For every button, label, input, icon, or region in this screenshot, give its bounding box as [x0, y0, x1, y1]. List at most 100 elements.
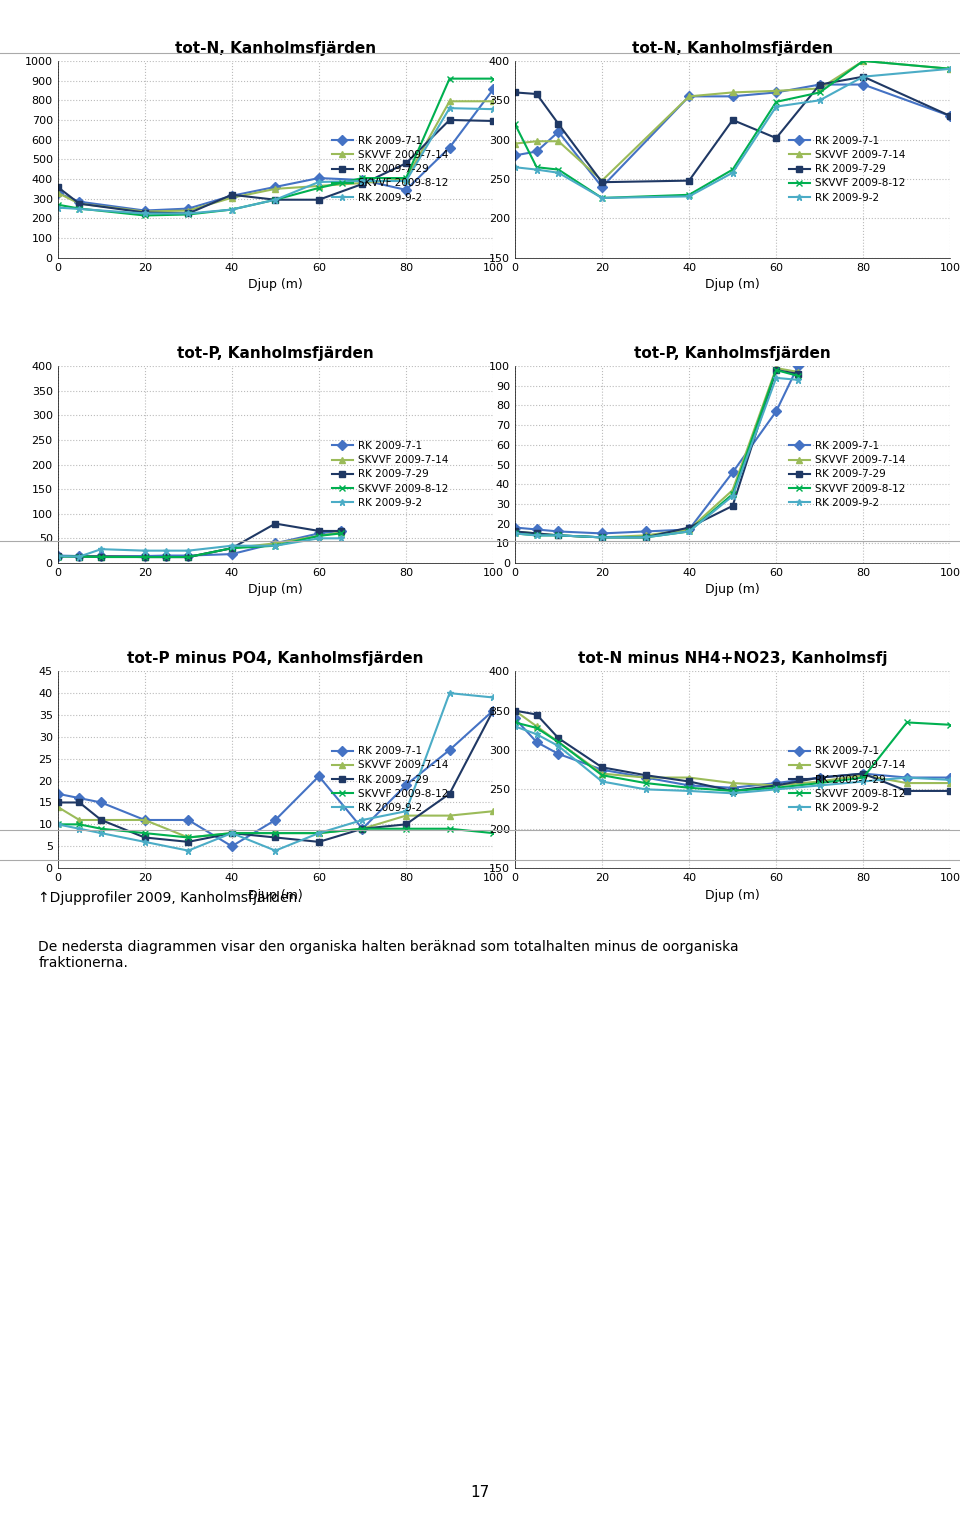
RK 2009-7-1 — [771, 774, 782, 792]
SKVVF 2009-8-12 — [139, 206, 151, 224]
Line: SKVVF 2009-7-14: SKVVF 2009-7-14 — [54, 804, 496, 841]
RK 2009-7-29 — [857, 765, 869, 783]
SKVVF 2009-7-14 — [531, 717, 542, 736]
SKVVF 2009-8-12 — [792, 367, 804, 385]
SKVVF 2009-8-12 — [684, 522, 695, 541]
Line: RK 2009-9-2: RK 2009-9-2 — [54, 105, 496, 216]
SKVVF 2009-7-14 — [771, 82, 782, 101]
Text: 17: 17 — [470, 1485, 490, 1500]
RK 2009-7-29 — [553, 527, 564, 545]
Title: tot-N, Kanholmsfjärden: tot-N, Kanholmsfjärden — [175, 41, 376, 55]
RK 2009-9-2 — [531, 160, 542, 178]
SKVVF 2009-7-14 — [270, 535, 281, 553]
RK 2009-7-1 — [771, 84, 782, 102]
RK 2009-7-29 — [553, 730, 564, 748]
SKVVF 2009-7-14 — [52, 547, 63, 565]
SKVVF 2009-7-14 — [488, 93, 499, 111]
RK 2009-9-2 — [771, 369, 782, 387]
SKVVF 2009-8-12 — [52, 815, 63, 833]
SKVVF 2009-7-14 — [139, 203, 151, 221]
RK 2009-7-1 — [553, 522, 564, 541]
RK 2009-7-1 — [857, 76, 869, 94]
RK 2009-9-2 — [313, 528, 324, 547]
RK 2009-9-2 — [639, 780, 651, 798]
RK 2009-7-1 — [52, 784, 63, 803]
SKVVF 2009-7-14 — [226, 539, 237, 557]
RK 2009-7-29 — [226, 539, 237, 557]
RK 2009-7-1 — [182, 810, 194, 829]
RK 2009-9-2 — [52, 547, 63, 565]
RK 2009-7-29 — [182, 548, 194, 567]
SKVVF 2009-8-12 — [400, 819, 412, 838]
SKVVF 2009-7-14 — [182, 548, 194, 567]
RK 2009-7-1 — [357, 171, 369, 189]
Legend: RK 2009-7-1, SKVVF 2009-7-14, RK 2009-7-29, SKVVF 2009-8-12, RK 2009-9-2: RK 2009-7-1, SKVVF 2009-7-14, RK 2009-7-… — [327, 131, 452, 207]
RK 2009-7-1 — [792, 356, 804, 375]
RK 2009-7-29 — [313, 833, 324, 851]
SKVVF 2009-8-12 — [182, 548, 194, 567]
RK 2009-7-29 — [596, 528, 608, 547]
SKVVF 2009-7-14 — [182, 201, 194, 219]
RK 2009-7-1 — [639, 769, 651, 787]
SKVVF 2009-8-12 — [182, 829, 194, 847]
RK 2009-7-1 — [74, 789, 85, 807]
RK 2009-7-29 — [444, 111, 455, 129]
SKVVF 2009-7-14 — [509, 134, 520, 152]
SKVVF 2009-8-12 — [313, 824, 324, 842]
RK 2009-9-2 — [531, 725, 542, 743]
SKVVF 2009-7-14 — [814, 79, 826, 97]
SKVVF 2009-8-12 — [95, 819, 107, 838]
SKVVF 2009-7-14 — [814, 772, 826, 790]
RK 2009-7-1 — [901, 769, 913, 787]
SKVVF 2009-7-14 — [684, 87, 695, 105]
RK 2009-9-2 — [182, 542, 194, 560]
Line: SKVVF 2009-8-12: SKVVF 2009-8-12 — [54, 530, 344, 560]
RK 2009-7-29 — [270, 190, 281, 209]
Line: RK 2009-7-1: RK 2009-7-1 — [512, 81, 954, 190]
RK 2009-7-29 — [182, 204, 194, 222]
RK 2009-7-1 — [509, 518, 520, 536]
SKVVF 2009-8-12 — [639, 774, 651, 792]
SKVVF 2009-8-12 — [596, 766, 608, 784]
RK 2009-7-29 — [509, 522, 520, 541]
RK 2009-9-2 — [313, 174, 324, 192]
RK 2009-7-1 — [52, 547, 63, 565]
RK 2009-7-1 — [814, 76, 826, 94]
RK 2009-9-2 — [270, 842, 281, 860]
Title: tot-N, Kanholmsfjärden: tot-N, Kanholmsfjärden — [632, 41, 833, 55]
SKVVF 2009-8-12 — [531, 527, 542, 545]
SKVVF 2009-8-12 — [727, 781, 738, 800]
Line: SKVVF 2009-8-12: SKVVF 2009-8-12 — [512, 367, 802, 541]
RK 2009-7-29 — [771, 777, 782, 795]
SKVVF 2009-8-12 — [509, 524, 520, 542]
RK 2009-7-1 — [160, 547, 172, 565]
SKVVF 2009-7-14 — [313, 824, 324, 842]
Line: SKVVF 2009-7-14: SKVVF 2009-7-14 — [54, 97, 496, 215]
RK 2009-9-2 — [74, 547, 85, 565]
RK 2009-7-1 — [684, 87, 695, 105]
Line: SKVVF 2009-7-14: SKVVF 2009-7-14 — [512, 364, 802, 541]
Line: RK 2009-7-1: RK 2009-7-1 — [512, 362, 802, 538]
Legend: RK 2009-7-1, SKVVF 2009-7-14, RK 2009-7-29, SKVVF 2009-8-12, RK 2009-9-2: RK 2009-7-1, SKVVF 2009-7-14, RK 2009-7-… — [327, 437, 452, 512]
SKVVF 2009-8-12 — [509, 114, 520, 133]
SKVVF 2009-8-12 — [444, 70, 455, 88]
RK 2009-9-2 — [792, 370, 804, 388]
RK 2009-7-1 — [509, 710, 520, 728]
SKVVF 2009-8-12 — [270, 824, 281, 842]
RK 2009-7-29 — [444, 784, 455, 803]
SKVVF 2009-8-12 — [814, 84, 826, 102]
Line: RK 2009-7-1: RK 2009-7-1 — [54, 85, 496, 215]
RK 2009-7-29 — [400, 815, 412, 833]
RK 2009-7-1 — [553, 123, 564, 142]
SKVVF 2009-7-14 — [945, 59, 956, 78]
X-axis label: Djup (m): Djup (m) — [706, 583, 760, 597]
RK 2009-9-2 — [727, 163, 738, 181]
RK 2009-9-2 — [160, 542, 172, 560]
RK 2009-7-1 — [139, 547, 151, 565]
Line: SKVVF 2009-7-14: SKVVF 2009-7-14 — [512, 707, 954, 789]
RK 2009-9-2 — [901, 769, 913, 787]
Title: tot-P minus PO4, Kanholmsfjärden: tot-P minus PO4, Kanholmsfjärden — [127, 650, 423, 666]
RK 2009-7-1 — [335, 522, 347, 541]
Title: tot-N minus NH4+NO23, Kanholmsfj: tot-N minus NH4+NO23, Kanholmsfj — [578, 650, 887, 666]
RK 2009-7-29 — [901, 781, 913, 800]
